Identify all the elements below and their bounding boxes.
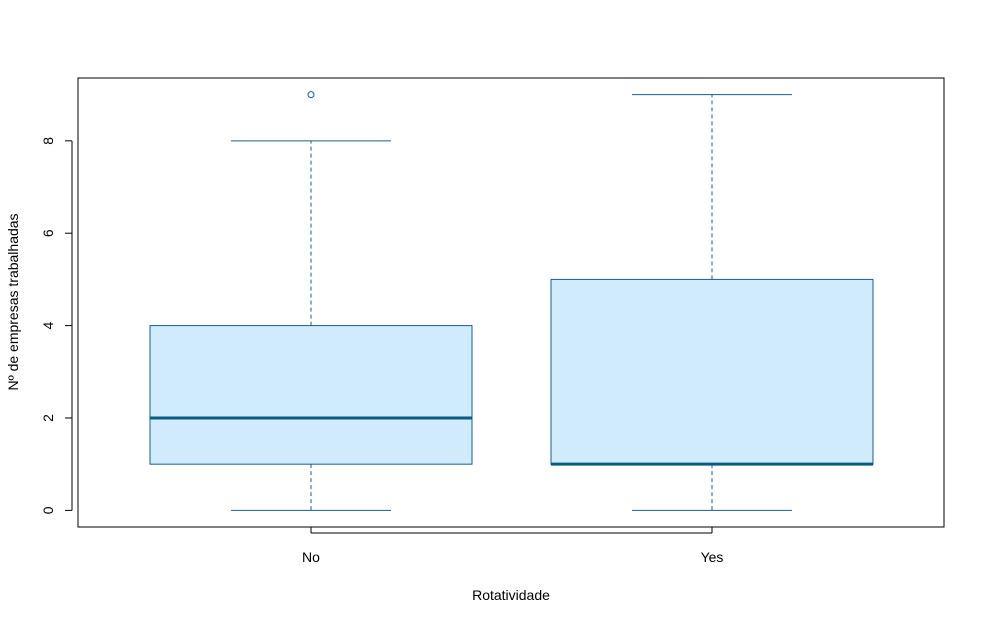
plot-frame xyxy=(77,77,945,528)
y-tick-label: 0 xyxy=(40,506,56,514)
x-axis-title: Rotatividade xyxy=(472,587,550,603)
y-tick-label: 4 xyxy=(40,321,56,329)
box-no xyxy=(149,91,473,511)
x-tick-label: Yes xyxy=(701,549,724,565)
boxes-group xyxy=(149,91,874,511)
y-tick-label: 8 xyxy=(40,137,56,145)
x-axis-ticks: No Yes xyxy=(302,527,723,565)
iqr-box xyxy=(149,325,473,465)
box-yes xyxy=(550,94,874,511)
outlier-point xyxy=(307,91,315,99)
iqr-box xyxy=(550,278,874,465)
y-axis-ticks: 0 2 4 6 8 xyxy=(40,137,72,514)
y-tick-label: 2 xyxy=(40,414,56,422)
y-tick-label: 6 xyxy=(40,229,56,237)
y-axis-title: Nº de empresas trabalhadas xyxy=(5,213,21,390)
x-tick-label: No xyxy=(302,549,320,565)
